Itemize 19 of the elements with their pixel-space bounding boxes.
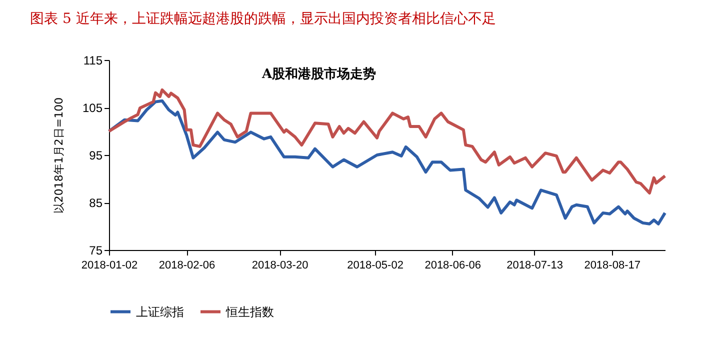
line-series bbox=[108, 99, 666, 226]
y-tick-label: 95 bbox=[89, 148, 103, 162]
legend-label: 恒生指数 bbox=[225, 304, 274, 319]
y-tick-label: 85 bbox=[89, 196, 103, 210]
text: A股和港股市场走势 bbox=[260, 66, 376, 82]
chart-title: 图表 5 近年来，上证跌幅远超港股的跌幅，显示出国内投资者相比信心不足 bbox=[30, 10, 496, 28]
legend-label: 上证综指 bbox=[136, 304, 184, 319]
x-tick-label: 2018-02-06 bbox=[158, 260, 216, 272]
y-axis-title: 以2018年1月2日=100 bbox=[52, 97, 66, 214]
y-tick-label: 105 bbox=[82, 101, 103, 115]
x-tick-label: 2018-03-20 bbox=[252, 260, 308, 272]
line-series bbox=[108, 88, 666, 194]
y-tick-label: 115 bbox=[83, 54, 103, 68]
x-tick-label: 2018-01-02 bbox=[81, 260, 138, 272]
x-tick-label: 2018-07-13 bbox=[506, 260, 563, 272]
x-tick-label: 2018-06-06 bbox=[424, 260, 481, 272]
x-tick-label: 2018-08-17 bbox=[584, 260, 640, 272]
y-tick-label: 75 bbox=[89, 244, 103, 258]
x-tick-label: 2018-05-02 bbox=[347, 260, 404, 272]
